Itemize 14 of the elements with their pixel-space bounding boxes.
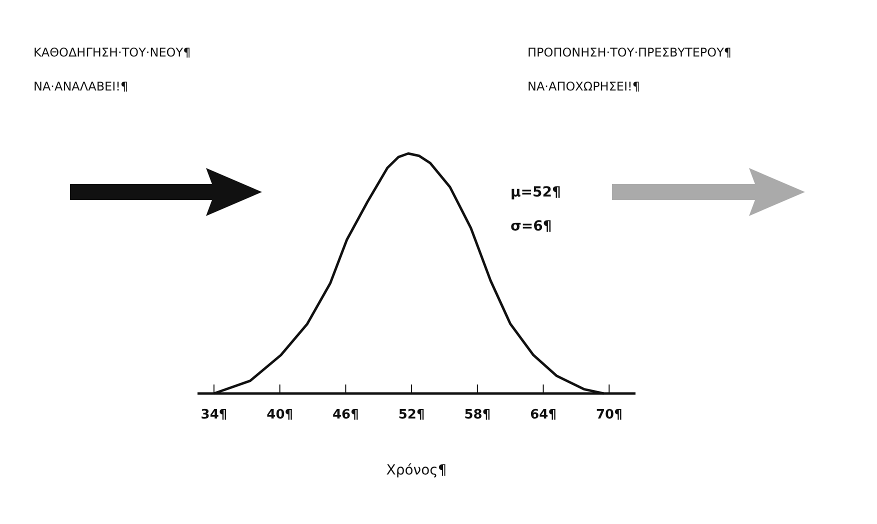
x-tick-label: 34¶ xyxy=(200,408,228,422)
x-tick-label: 70¶ xyxy=(596,408,622,422)
x-tick-label: 64¶ xyxy=(530,408,556,422)
text: ΝΑ·ΑΝΑΛΑΒΕΙ!¶ xyxy=(34,80,128,94)
x-tick-label: 46¶ xyxy=(332,408,359,422)
x-axis-title: Χρόνος¶ xyxy=(386,462,447,478)
text: ΝΑ·ΑΠΟΧΩΡΗΣΕΙ!¶ xyxy=(528,80,640,94)
x-tick-label: 40¶ xyxy=(266,408,294,422)
annotation: σ=6¶ xyxy=(510,218,552,234)
text: ΠΡΟΠΟΝΗΣΗ·ΤΟΥ·ΠΡΕΣΒΥΤΕΡΟΥ¶ xyxy=(528,46,732,60)
x-tick-label: 58¶ xyxy=(464,408,491,422)
text: ΚΑΘΟΔΗΓΗΣΗ·ΤΟΥ·ΝΕΟΥ¶ xyxy=(34,46,191,60)
x-tick-label: 52¶ xyxy=(398,408,425,422)
annotation: μ=52¶ xyxy=(510,184,561,200)
